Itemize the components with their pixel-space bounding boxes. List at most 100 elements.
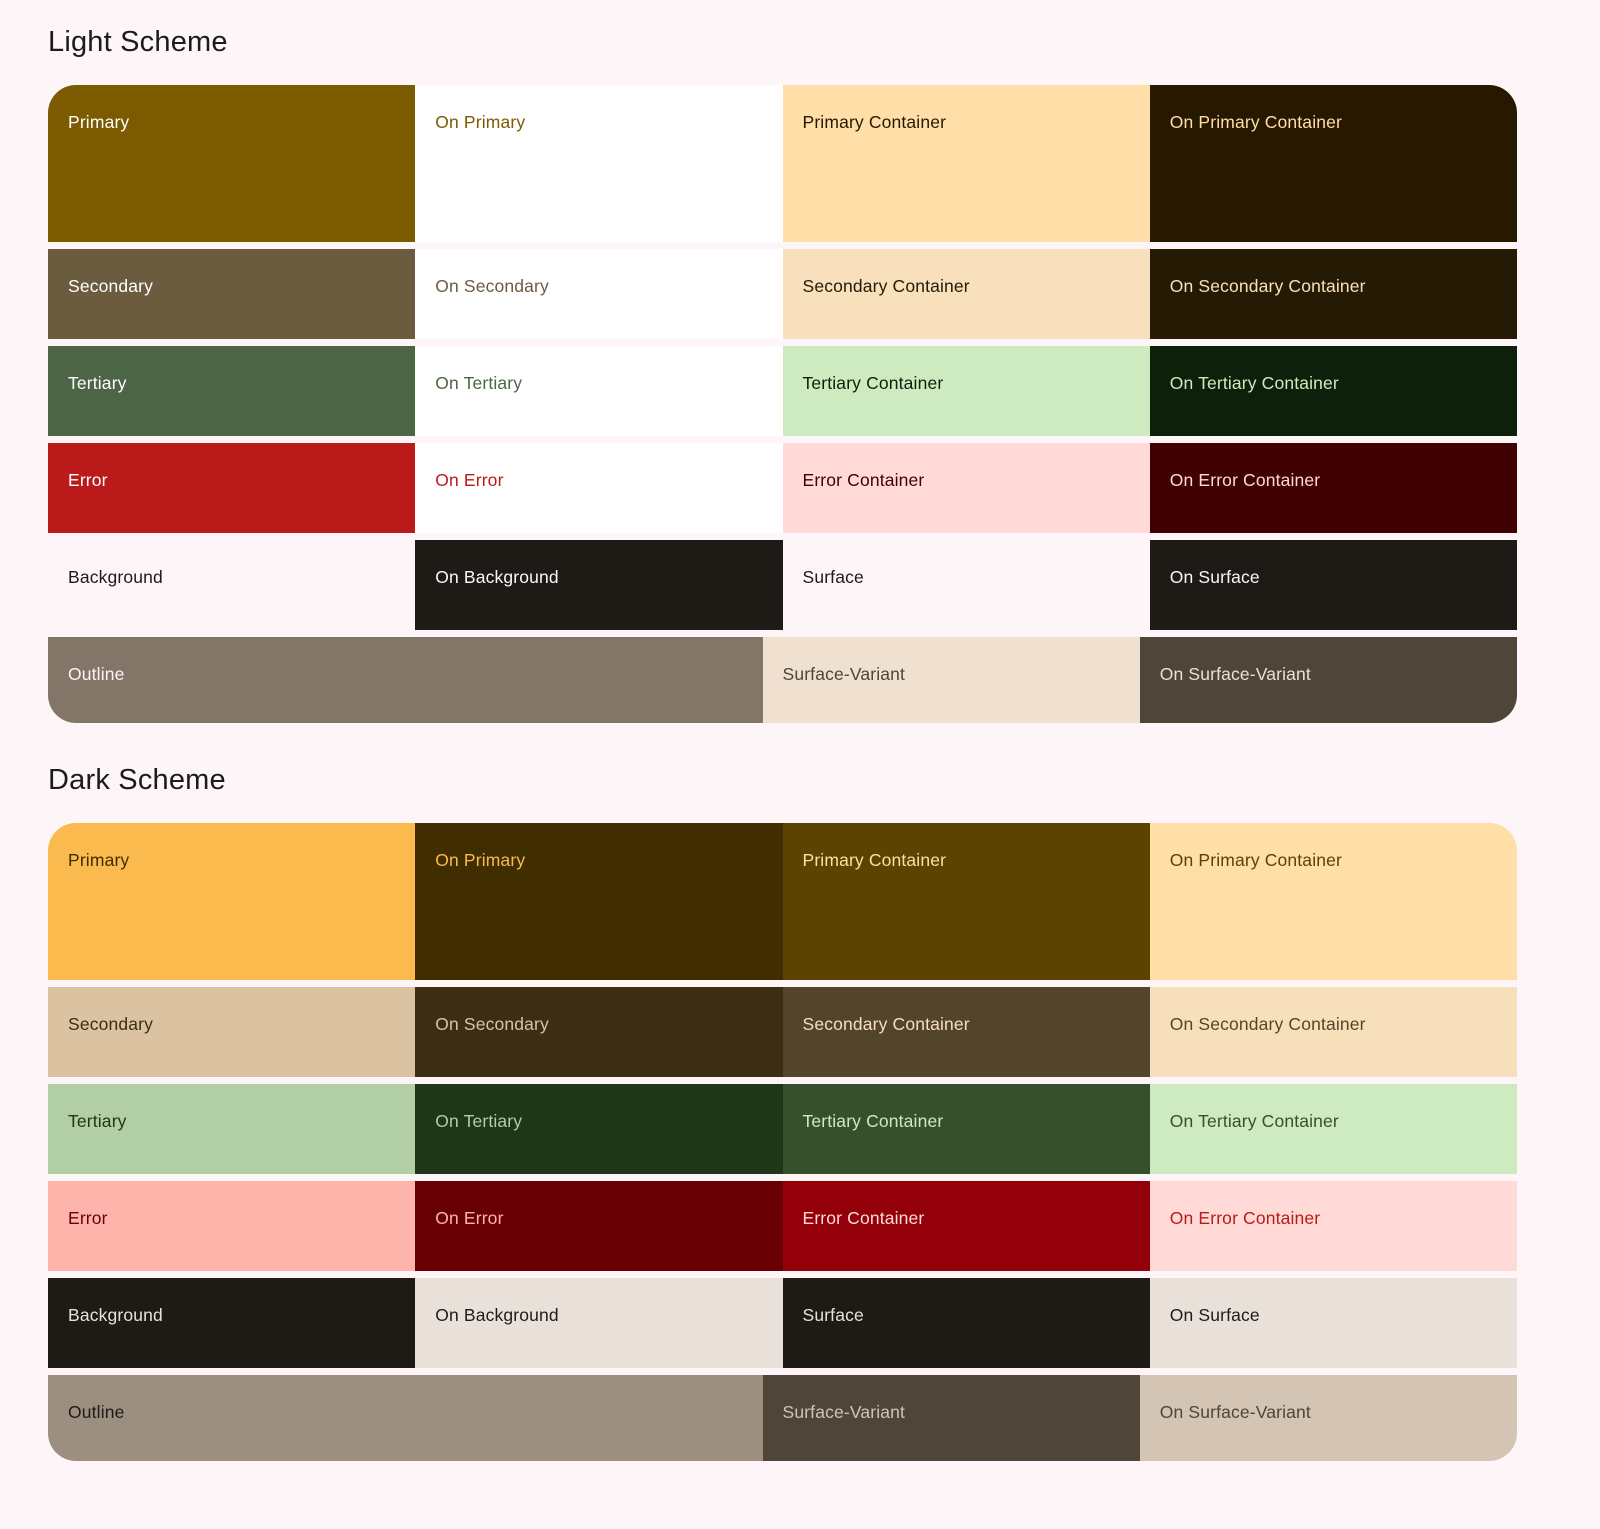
light-swatch-primary: Primary (48, 85, 416, 242)
swatch-label: Background (68, 567, 163, 587)
swatch-label: On Tertiary Container (1169, 1111, 1339, 1131)
light-scheme-row-2: Tertiary On Tertiary Tertiary Container On … (48, 346, 1517, 436)
dark-swatch-on-primary: On Primary (415, 823, 783, 980)
light-swatch-on-tertiary-container: On Tertiary Container (1149, 346, 1517, 436)
dark-swatch-primary: Primary (48, 823, 416, 980)
light-swatch-primary-container: Primary Container (782, 85, 1150, 242)
dark-scheme-row-4: Background On Background Surface On Surface (48, 1278, 1517, 1368)
light-swatch-error-container: Error Container (782, 443, 1150, 533)
light-swatch-surface: Surface (782, 540, 1150, 630)
swatch-label: Surface-Variant (782, 1402, 906, 1422)
light-scheme-section: Light Scheme Primary On Primary Primary Co… (48, 26, 1517, 723)
light-swatch-on-tertiary: On Tertiary (415, 346, 783, 436)
dark-swatch-error-container: Error Container (782, 1181, 1150, 1271)
swatch-label: On Tertiary Container (1169, 373, 1339, 393)
dark-swatch-secondary: Secondary (48, 987, 416, 1077)
dark-swatch-on-surface: On Surface (1149, 1278, 1517, 1368)
swatch-label: On Surface (1169, 1305, 1260, 1325)
dark-swatch-on-background: On Background (415, 1278, 783, 1368)
light-scheme-row-1: Secondary On Secondary Secondary Container… (48, 249, 1517, 339)
light-swatch-on-error: On Error (415, 443, 783, 533)
swatch-label: On Primary Container (1169, 850, 1342, 870)
swatch-label: On Error Container (1169, 1208, 1321, 1228)
dark-swatch-surface: Surface (782, 1278, 1150, 1368)
light-swatch-on-primary: On Primary (415, 85, 783, 242)
dark-swatch-on-secondary: On Secondary (415, 987, 783, 1077)
dark-swatch-on-surface-variant: On Surface-Variant (1139, 1375, 1517, 1461)
swatch-label: On Surface-Variant (1159, 1402, 1311, 1422)
light-swatch-background: Background (48, 540, 416, 630)
dark-swatch-secondary-container: Secondary Container (782, 987, 1150, 1077)
swatch-label: On Tertiary (435, 373, 523, 393)
swatch-label: Tertiary Container (802, 1111, 944, 1131)
swatch-label: Outline (68, 664, 125, 684)
dark-swatch-tertiary-container: Tertiary Container (782, 1084, 1150, 1174)
light-swatch-secondary: Secondary (48, 249, 416, 339)
light-swatch-tertiary-container: Tertiary Container (782, 346, 1150, 436)
swatch-label: On Secondary Container (1169, 276, 1366, 296)
swatch-label: On Primary (435, 112, 526, 132)
swatch-label: On Primary (435, 850, 526, 870)
swatch-label: On Secondary Container (1169, 1014, 1366, 1034)
swatch-label: Error Container (802, 470, 925, 490)
dark-swatch-on-primary-container: On Primary Container (1149, 823, 1517, 980)
light-swatch-secondary-container: Secondary Container (782, 249, 1150, 339)
swatch-label: On Background (435, 1305, 559, 1325)
swatch-label: Tertiary (68, 373, 127, 393)
light-scheme-row-3: Error On Error Error Container On Error Con… (48, 443, 1517, 533)
swatch-label: Background (68, 1305, 163, 1325)
dark-swatch-on-tertiary: On Tertiary (415, 1084, 783, 1174)
swatch-label: Tertiary (68, 1111, 127, 1131)
light-scheme-title: Light Scheme (48, 26, 228, 58)
light-swatch-on-secondary: On Secondary (415, 249, 783, 339)
dark-swatch-outline: Outline (48, 1375, 763, 1461)
swatch-label: On Surface (1169, 567, 1260, 587)
dark-scheme-section: Dark Scheme Primary On Primary Primary Con… (48, 764, 1517, 1461)
dark-swatch-on-error-container: On Error Container (1149, 1181, 1517, 1271)
light-swatch-on-secondary-container: On Secondary Container (1149, 249, 1517, 339)
light-swatch-error: Error (48, 443, 416, 533)
light-swatch-tertiary: Tertiary (48, 346, 416, 436)
light-swatch-outline: Outline (48, 637, 763, 723)
swatch-label: Secondary (68, 276, 154, 296)
dark-scheme-row-5: Outline Surface-Variant On Surface-Variant (48, 1375, 1517, 1461)
swatch-label: Error Container (802, 1208, 925, 1228)
swatch-label: On Error Container (1169, 470, 1321, 490)
swatch-label: Outline (68, 1402, 125, 1422)
swatch-label: Surface (802, 1305, 864, 1325)
swatch-label: Tertiary Container (802, 373, 944, 393)
light-swatch-surface-variant: Surface-Variant (762, 637, 1140, 723)
dark-swatch-tertiary: Tertiary (48, 1084, 416, 1174)
swatch-label: On Secondary (435, 276, 549, 296)
swatch-label: Secondary Container (802, 276, 970, 296)
light-swatch-on-error-container: On Error Container (1149, 443, 1517, 533)
swatch-label: Surface (802, 567, 864, 587)
dark-scheme-title: Dark Scheme (48, 764, 226, 796)
swatch-label: On Background (435, 567, 559, 587)
dark-scheme-row-0: Primary On Primary Primary Container On Pri… (48, 823, 1517, 980)
dark-swatch-error: Error (48, 1181, 416, 1271)
dark-swatch-on-tertiary-container: On Tertiary Container (1149, 1084, 1517, 1174)
swatch-label: Secondary (68, 1014, 154, 1034)
swatch-label: Error (68, 1208, 108, 1228)
swatch-label: On Error (435, 1208, 504, 1228)
swatch-label: Primary (68, 112, 130, 132)
swatch-label: Secondary Container (802, 1014, 970, 1034)
light-scheme-grid: Primary On Primary Primary Container On Pri… (48, 85, 1517, 723)
swatch-label: On Tertiary (435, 1111, 523, 1131)
swatch-label: On Primary Container (1169, 112, 1342, 132)
light-scheme-row-5: Outline Surface-Variant On Surface-Variant (48, 637, 1517, 723)
dark-scheme-row-1: Secondary On Secondary Secondary Container… (48, 987, 1517, 1077)
swatch-label: On Surface-Variant (1159, 664, 1311, 684)
color-scheme-page: Light Scheme Primary On Primary Primary Co… (48, 26, 1517, 1461)
swatch-label: Surface-Variant (782, 664, 906, 684)
dark-swatch-on-error: On Error (415, 1181, 783, 1271)
dark-swatch-primary-container: Primary Container (782, 823, 1150, 980)
dark-scheme-row-3: Error On Error Error Container On Error Con… (48, 1181, 1517, 1271)
light-swatch-on-background: On Background (415, 540, 783, 630)
dark-swatch-on-secondary-container: On Secondary Container (1149, 987, 1517, 1077)
light-scheme-row-4: Background On Background Surface On Surface (48, 540, 1517, 630)
swatch-label: Primary Container (802, 850, 947, 870)
swatch-label: Error (68, 470, 108, 490)
light-swatch-on-surface: On Surface (1149, 540, 1517, 630)
